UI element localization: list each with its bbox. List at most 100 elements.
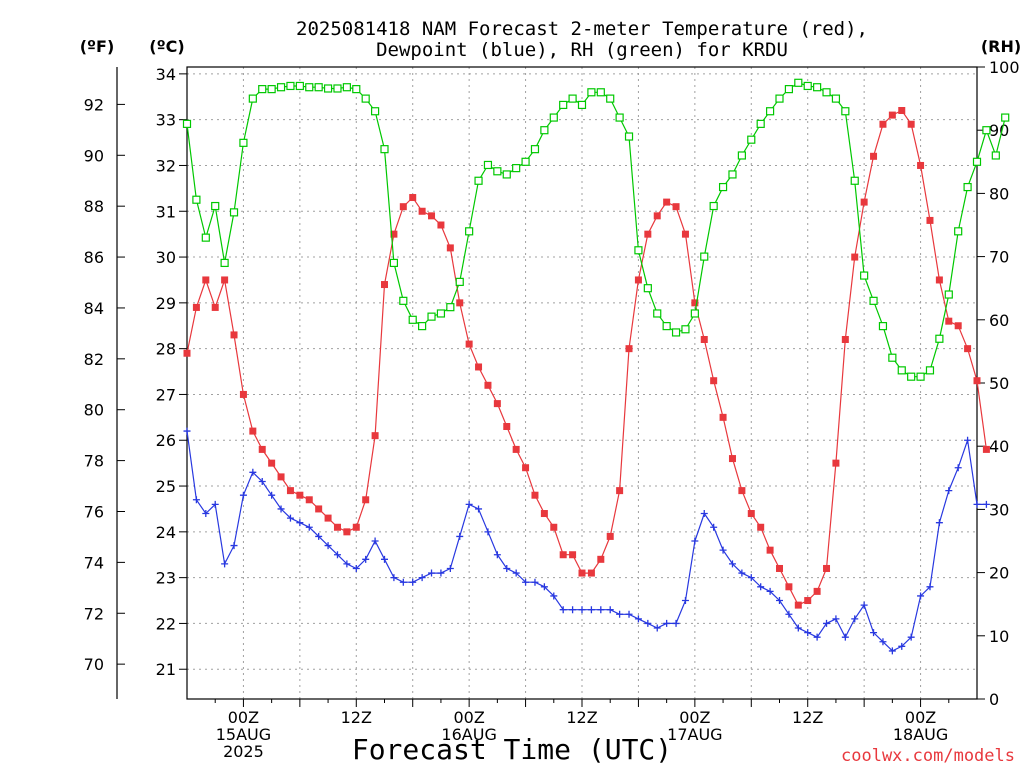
temperature-point — [653, 212, 661, 220]
temperature-point — [766, 546, 774, 554]
temperature-point — [785, 583, 793, 591]
temperature-point — [870, 152, 878, 160]
dewpoint-point — [540, 583, 548, 591]
rh-point — [643, 284, 652, 293]
rh-point — [540, 126, 549, 135]
celsius-tick-label: 28 — [156, 340, 176, 359]
temperature-point — [503, 423, 511, 431]
temperature-point — [973, 377, 981, 385]
temperature-point — [324, 514, 332, 522]
fahrenheit-tick-label: 74 — [84, 553, 104, 572]
dewpoint-point — [390, 574, 398, 582]
celsius-tick-label: 21 — [156, 660, 176, 679]
rh-point — [446, 303, 455, 312]
temperature-point — [249, 427, 257, 435]
rh-point — [436, 309, 446, 318]
celsius-tick-label: 23 — [156, 569, 176, 588]
rh-point — [813, 83, 822, 92]
dewpoint-point — [757, 583, 765, 591]
temperature-point — [258, 445, 266, 453]
temperature-point — [738, 487, 746, 495]
celsius-tick-label: 25 — [156, 477, 176, 496]
rh-tick-label: 60 — [989, 311, 1009, 330]
dewpoint-point — [428, 569, 436, 577]
rh-point — [220, 258, 229, 268]
rh-point — [380, 145, 389, 154]
dewpoint-point — [522, 578, 530, 586]
temperature-point — [550, 523, 558, 531]
x-tick-label: 00Z — [228, 708, 259, 727]
x-tick-label: 00Z — [905, 708, 936, 727]
axes: 21 22 23 24 25 26 27 28 29 30 31 32 33 34 70 72 74 76 78 80… — [84, 58, 1020, 761]
celsius-tick-label: 27 — [156, 385, 176, 404]
dewpoint-point — [559, 606, 567, 614]
rh-point — [587, 88, 596, 97]
dewpoint-point — [437, 569, 445, 577]
rh-point — [728, 170, 737, 179]
rh-point — [775, 94, 784, 103]
rh-point — [559, 100, 568, 110]
dewpoint-point — [286, 514, 294, 522]
temperature-point — [672, 203, 680, 211]
temperature-point — [757, 523, 765, 531]
rh-point — [427, 312, 436, 321]
temperature-point — [456, 299, 464, 307]
dewpoint-point — [663, 619, 671, 627]
dewpoint-point — [832, 615, 840, 623]
celsius-tick-label: 24 — [156, 523, 176, 542]
temperature-point — [710, 377, 718, 385]
fahrenheit-tick-label: 92 — [84, 95, 104, 114]
temperature-point — [597, 555, 605, 563]
temperature-point — [813, 587, 821, 595]
fahrenheit-unit-label: (ºF) — [80, 37, 115, 56]
temperature-point — [428, 212, 436, 220]
dewpoint-point — [578, 606, 586, 614]
temperature-point — [446, 244, 454, 252]
dewpoint-point — [333, 551, 341, 559]
dewpoint-point — [794, 624, 802, 632]
dewpoint-point — [625, 610, 633, 618]
temperature-point — [982, 445, 990, 453]
dewpoint-point — [221, 560, 229, 568]
celsius-tick-label: 32 — [156, 156, 176, 175]
fahrenheit-tick-label: 76 — [84, 502, 104, 521]
temperature-point — [691, 299, 699, 307]
temperature-point — [559, 551, 567, 559]
rh-point — [323, 84, 333, 93]
dewpoint-point — [418, 574, 426, 582]
dewpoint-point — [728, 560, 736, 568]
credit-label: coolwx.com/models — [841, 746, 1015, 766]
temperature-point — [663, 198, 671, 206]
rh-point — [229, 208, 239, 217]
rh-point — [944, 290, 953, 299]
dewpoint-point — [644, 619, 652, 627]
rh-point — [624, 132, 634, 141]
temperature-point — [183, 349, 191, 357]
dewpoint-point — [634, 615, 642, 623]
dewpoint-point — [616, 610, 624, 618]
series-rh — [182, 78, 1010, 381]
dewpoint-point — [823, 619, 831, 627]
fahrenheit-tick-label: 78 — [84, 452, 104, 471]
rh-point — [333, 84, 342, 93]
labels: 2025081418 NAM Forecast 2-meter Temperat… — [80, 18, 1021, 766]
dewpoint-point — [597, 606, 605, 614]
rh-point — [455, 277, 464, 286]
rh-point — [634, 246, 643, 255]
temperature-point — [418, 207, 426, 215]
dewpoint-point — [747, 574, 755, 582]
rh-point — [954, 227, 963, 236]
dewpoint-point — [446, 564, 454, 572]
dewpoint-point — [888, 647, 896, 655]
dewpoint-point — [851, 615, 859, 623]
chart-title-line1: 2025081418 NAM Forecast 2-meter Temperat… — [296, 18, 868, 40]
series-dewpoint — [183, 427, 990, 655]
dewpoint-point — [352, 564, 360, 572]
temperature-point — [907, 120, 915, 128]
dewpoint-point — [531, 578, 539, 586]
dewpoint-point — [305, 523, 313, 531]
rh-point — [747, 135, 756, 144]
temperature-point — [437, 221, 445, 229]
temperature-point — [644, 230, 652, 238]
rh-point — [389, 258, 399, 268]
